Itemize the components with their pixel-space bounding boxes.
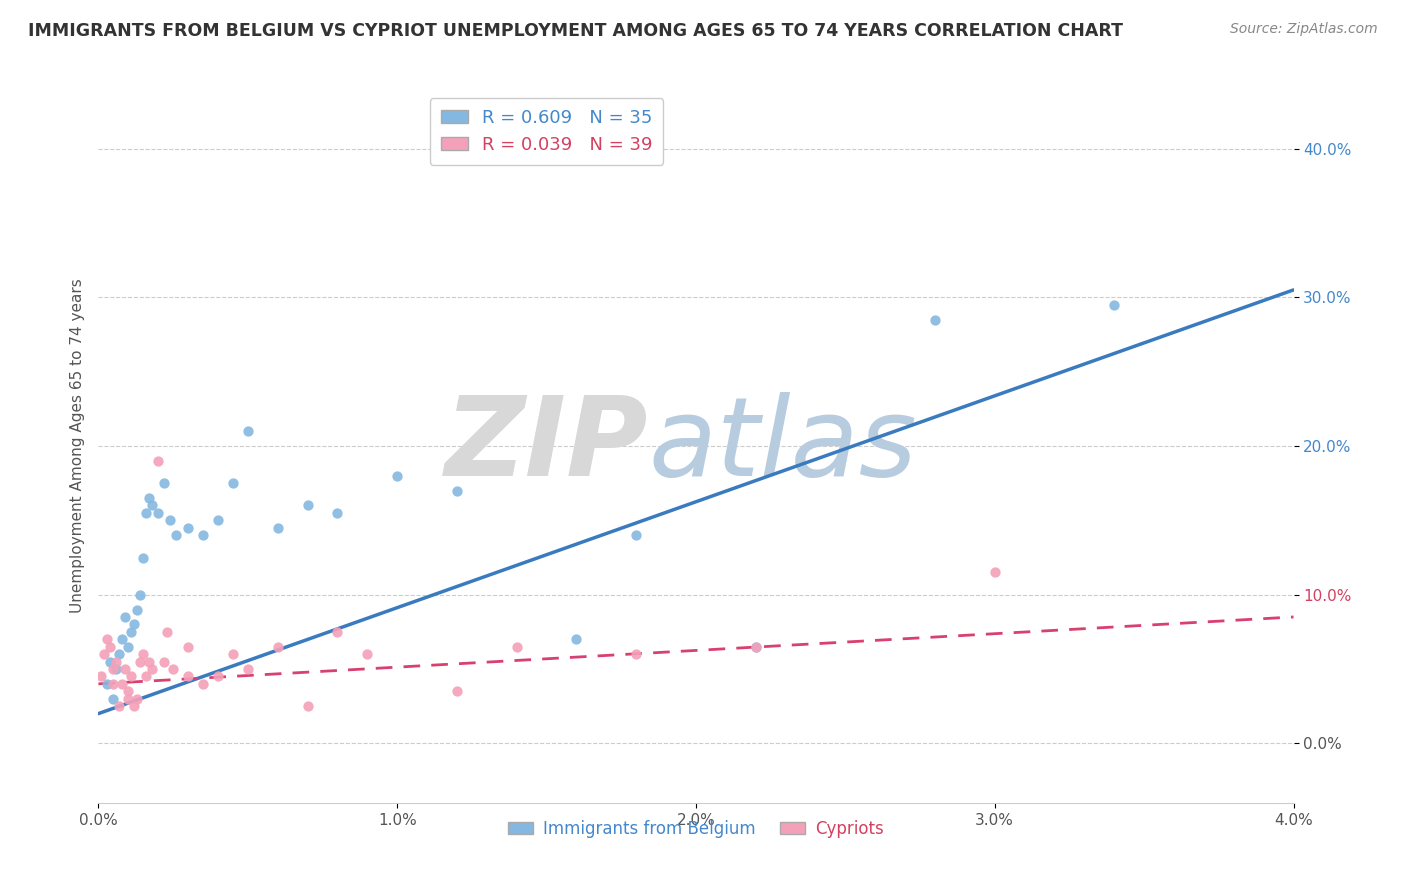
Point — [96, 677, 118, 691]
Point — [114, 610, 136, 624]
Point — [222, 647, 245, 661]
Point — [326, 624, 349, 639]
Point — [153, 476, 176, 491]
Point — [148, 454, 170, 468]
Point — [105, 655, 128, 669]
Text: ZIP: ZIP — [444, 392, 648, 500]
Text: Source: ZipAtlas.com: Source: ZipAtlas.com — [1230, 22, 1378, 37]
Point — [129, 655, 152, 669]
Point — [114, 662, 136, 676]
Point — [103, 662, 125, 676]
Point — [141, 662, 163, 676]
Point — [96, 632, 118, 647]
Point — [236, 662, 259, 676]
Point — [108, 699, 131, 714]
Point — [222, 476, 245, 491]
Point — [138, 655, 160, 669]
Point — [103, 691, 125, 706]
Legend: Immigrants from Belgium, Cypriots: Immigrants from Belgium, Cypriots — [501, 814, 891, 845]
Point — [138, 491, 160, 505]
Point — [745, 640, 768, 654]
Point — [267, 521, 290, 535]
Point — [565, 632, 588, 647]
Point — [117, 684, 139, 698]
Point — [127, 691, 149, 706]
Point — [236, 424, 259, 438]
Point — [117, 691, 139, 706]
Point — [446, 483, 468, 498]
Point — [385, 468, 409, 483]
Point — [132, 647, 155, 661]
Point — [297, 699, 319, 714]
Point — [153, 655, 176, 669]
Point — [105, 662, 128, 676]
Point — [120, 669, 142, 683]
Point — [120, 624, 142, 639]
Point — [162, 662, 184, 676]
Point — [111, 632, 134, 647]
Point — [207, 513, 229, 527]
Point — [626, 647, 648, 661]
Point — [98, 655, 122, 669]
Text: atlas: atlas — [648, 392, 917, 500]
Point — [356, 647, 378, 661]
Point — [446, 684, 468, 698]
Point — [135, 506, 157, 520]
Point — [117, 640, 139, 654]
Point — [141, 499, 163, 513]
Text: IMMIGRANTS FROM BELGIUM VS CYPRIOT UNEMPLOYMENT AMONG AGES 65 TO 74 YEARS CORREL: IMMIGRANTS FROM BELGIUM VS CYPRIOT UNEMP… — [28, 22, 1123, 40]
Point — [177, 521, 200, 535]
Point — [148, 506, 170, 520]
Point — [506, 640, 529, 654]
Point — [207, 669, 229, 683]
Point — [177, 669, 200, 683]
Point — [165, 528, 187, 542]
Point — [326, 506, 349, 520]
Point — [191, 677, 214, 691]
Point — [156, 624, 179, 639]
Point — [191, 528, 214, 542]
Point — [129, 588, 152, 602]
Point — [132, 550, 155, 565]
Point — [745, 640, 768, 654]
Point — [626, 528, 648, 542]
Point — [108, 647, 131, 661]
Point — [93, 647, 115, 661]
Point — [124, 699, 146, 714]
Point — [1104, 298, 1126, 312]
Point — [124, 617, 146, 632]
Point — [111, 677, 134, 691]
Point — [127, 602, 149, 616]
Point — [159, 513, 181, 527]
Point — [98, 640, 122, 654]
Point — [984, 566, 1007, 580]
Point — [135, 669, 157, 683]
Point — [177, 640, 200, 654]
Point — [267, 640, 290, 654]
Y-axis label: Unemployment Among Ages 65 to 74 years: Unemployment Among Ages 65 to 74 years — [69, 278, 84, 614]
Point — [297, 499, 319, 513]
Point — [90, 669, 112, 683]
Point — [924, 312, 946, 326]
Point — [103, 677, 125, 691]
